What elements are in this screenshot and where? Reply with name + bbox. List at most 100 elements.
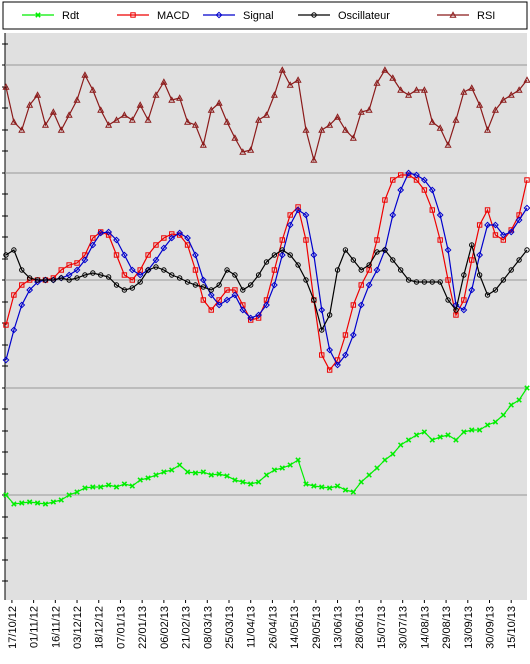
marker	[128, 266, 136, 274]
marker	[34, 91, 42, 98]
legend-label: Signal	[243, 10, 274, 22]
marker	[429, 279, 435, 285]
marker	[10, 326, 18, 334]
marker	[492, 221, 499, 229]
marker	[137, 477, 143, 483]
marker	[326, 121, 334, 128]
marker	[160, 78, 168, 85]
marker	[247, 314, 255, 322]
series-line	[5, 174, 528, 372]
marker	[358, 267, 364, 273]
marker	[524, 247, 530, 253]
marker	[365, 281, 373, 289]
marker	[476, 222, 483, 228]
x-tick-label: 28/06/13	[354, 606, 366, 649]
marker	[350, 489, 357, 495]
marker	[333, 113, 342, 120]
marker	[279, 465, 286, 471]
marker	[168, 96, 176, 103]
marker	[90, 270, 96, 276]
marker	[421, 187, 428, 193]
marker	[390, 177, 396, 183]
marker	[523, 76, 530, 83]
marker	[279, 237, 285, 243]
marker	[57, 126, 65, 133]
marker	[192, 470, 199, 476]
marker	[89, 86, 97, 93]
marker	[255, 116, 263, 123]
marker	[516, 397, 522, 403]
marker	[215, 11, 223, 19]
marker	[484, 207, 491, 213]
marker	[295, 262, 301, 268]
marker	[483, 126, 492, 133]
marker	[318, 126, 326, 133]
series-0	[3, 385, 530, 507]
marker	[310, 156, 318, 163]
x-tick-label: 22/01/13	[137, 606, 149, 649]
marker	[113, 282, 120, 288]
x-tick-label: 03/12/12	[72, 606, 84, 649]
marker	[270, 281, 278, 289]
marker	[476, 251, 484, 259]
marker	[66, 262, 72, 268]
marker	[255, 315, 262, 321]
marker	[436, 124, 444, 131]
marker	[26, 499, 33, 505]
marker	[208, 472, 214, 478]
marker	[2, 83, 10, 90]
marker	[90, 235, 96, 241]
marker	[105, 482, 112, 488]
marker	[373, 79, 381, 86]
marker	[58, 267, 64, 273]
marker	[50, 499, 57, 505]
marker	[326, 367, 333, 373]
marker	[240, 479, 246, 485]
marker	[499, 231, 507, 239]
marker	[98, 272, 104, 278]
marker	[136, 101, 144, 108]
marker	[255, 272, 262, 278]
marker	[390, 257, 396, 263]
marker	[366, 472, 372, 478]
marker	[239, 306, 247, 314]
marker	[49, 108, 57, 115]
marker	[524, 385, 530, 391]
marker	[287, 212, 293, 218]
marker	[484, 292, 491, 298]
marker	[405, 437, 412, 443]
marker	[342, 487, 349, 493]
marker	[41, 121, 50, 128]
x-tick-label: 11/04/13	[246, 606, 258, 648]
marker	[303, 277, 309, 283]
marker	[19, 282, 25, 288]
marker	[270, 91, 278, 98]
x-tick-label: 16/11/12	[50, 606, 62, 648]
marker	[468, 84, 476, 91]
series-3	[3, 242, 530, 333]
marker	[271, 267, 278, 273]
marker	[318, 306, 326, 314]
marker	[73, 266, 81, 274]
marker	[287, 252, 293, 258]
marker	[374, 465, 380, 471]
marker	[207, 291, 215, 299]
marker	[342, 351, 349, 359]
marker	[397, 172, 404, 178]
marker	[484, 422, 491, 428]
marker	[476, 427, 483, 433]
marker	[326, 485, 333, 491]
marker	[145, 267, 151, 273]
marker	[428, 186, 436, 194]
marker	[405, 91, 413, 98]
marker	[81, 256, 89, 264]
legend-label: RSI	[477, 10, 495, 22]
marker	[420, 86, 428, 93]
marker	[499, 96, 507, 103]
marker	[224, 473, 230, 479]
marker	[516, 257, 522, 263]
marker	[66, 277, 72, 283]
marker	[382, 457, 388, 463]
marker	[247, 481, 254, 487]
